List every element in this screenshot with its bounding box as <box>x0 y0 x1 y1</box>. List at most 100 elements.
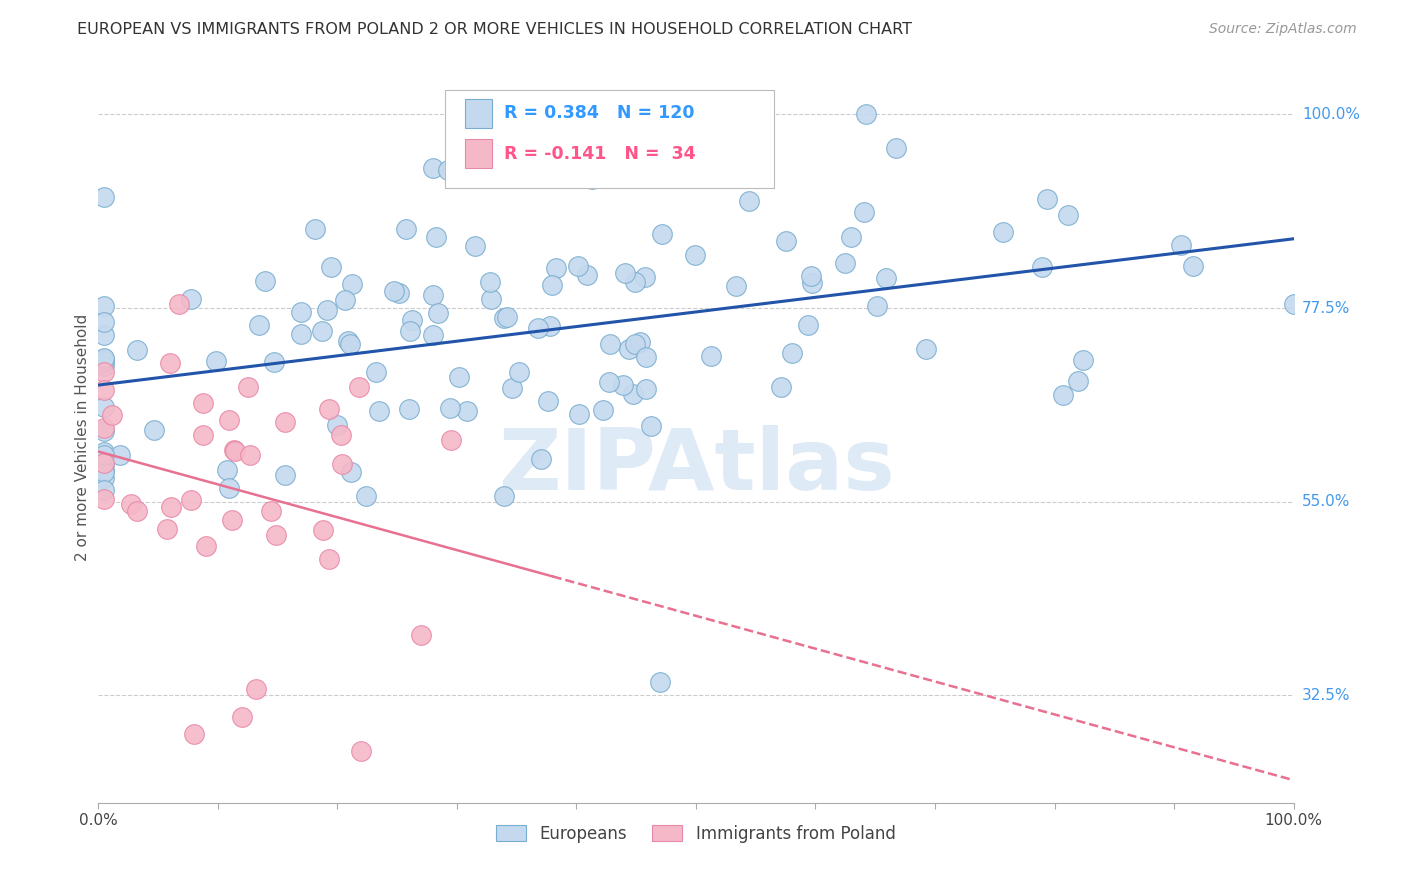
Point <box>636 351 658 365</box>
Point <box>366 365 388 379</box>
Point <box>398 325 420 339</box>
Text: R = 0.384   N = 120: R = 0.384 N = 120 <box>503 104 695 122</box>
Point <box>628 334 651 349</box>
Point <box>724 279 747 293</box>
Point <box>700 349 723 363</box>
Point <box>93 354 115 368</box>
Point <box>546 260 568 275</box>
Point <box>304 222 326 236</box>
Point <box>527 321 550 335</box>
Point <box>333 293 356 307</box>
Point <box>884 141 907 155</box>
Point <box>612 378 634 392</box>
Point <box>319 260 342 275</box>
Point <box>409 628 432 642</box>
Point <box>93 463 115 477</box>
Text: ZIPAtlas: ZIPAtlas <box>498 425 894 508</box>
Point <box>530 452 553 467</box>
Point <box>621 386 644 401</box>
Point <box>93 448 115 462</box>
Point <box>339 336 361 351</box>
Point <box>354 489 377 503</box>
Point <box>800 268 823 283</box>
Point <box>194 539 217 553</box>
Point <box>853 204 876 219</box>
Point <box>422 328 444 343</box>
Point <box>425 230 447 244</box>
Point <box>231 710 253 724</box>
Point <box>318 552 340 566</box>
Point <box>388 285 411 300</box>
Point <box>315 303 337 318</box>
Point <box>683 247 706 261</box>
Point <box>496 310 519 325</box>
Point <box>456 403 478 417</box>
Point <box>93 471 115 485</box>
Point <box>636 382 658 396</box>
Point <box>93 445 115 459</box>
Point <box>93 421 115 435</box>
Y-axis label: 2 or more Vehicles in Household: 2 or more Vehicles in Household <box>75 313 90 561</box>
FancyBboxPatch shape <box>465 99 492 128</box>
Point <box>1052 388 1074 402</box>
Point <box>318 401 340 416</box>
Point <box>651 227 673 241</box>
Point <box>311 324 333 338</box>
Point <box>440 433 463 447</box>
Point <box>93 492 115 507</box>
Point <box>797 318 820 332</box>
Point <box>93 466 115 480</box>
Point <box>274 468 297 483</box>
Point <box>991 225 1014 239</box>
Point <box>93 315 115 329</box>
Point <box>479 275 502 289</box>
Point <box>619 342 641 356</box>
Point <box>221 513 243 527</box>
Point <box>592 403 614 417</box>
Point <box>290 326 312 341</box>
Text: EUROPEAN VS IMMIGRANTS FROM POLAND 2 OR MORE VEHICLES IN HOUSEHOLD CORRELATION C: EUROPEAN VS IMMIGRANTS FROM POLAND 2 OR … <box>77 22 912 37</box>
Point <box>93 328 115 343</box>
Point <box>834 255 856 269</box>
Point <box>1071 353 1094 368</box>
Point <box>180 493 202 508</box>
Point <box>160 500 183 514</box>
Point <box>108 449 131 463</box>
Point <box>142 423 165 437</box>
Point <box>915 342 938 356</box>
Point <box>613 267 636 281</box>
Point <box>215 463 238 477</box>
Point <box>218 482 240 496</box>
Text: 77.5%: 77.5% <box>1302 301 1350 316</box>
Point <box>1181 260 1204 274</box>
Point <box>218 412 240 426</box>
Point <box>330 428 353 442</box>
Point <box>183 727 205 741</box>
Point <box>640 419 662 434</box>
Point <box>156 522 179 536</box>
Point <box>93 352 115 367</box>
Point <box>245 682 267 697</box>
Point <box>326 417 349 432</box>
Point <box>568 407 591 421</box>
Point <box>191 428 214 442</box>
Point <box>1035 192 1057 206</box>
FancyBboxPatch shape <box>446 90 773 188</box>
Point <box>426 306 449 320</box>
Point <box>855 107 877 121</box>
Point <box>260 504 283 518</box>
Point <box>839 230 862 244</box>
Point <box>398 401 420 416</box>
Point <box>780 346 803 360</box>
Legend: Europeans, Immigrants from Poland: Europeans, Immigrants from Poland <box>489 818 903 849</box>
Point <box>274 415 297 429</box>
Point <box>93 351 115 365</box>
Point <box>159 356 181 370</box>
Point <box>93 365 115 379</box>
Point <box>1170 238 1192 252</box>
Point <box>93 424 115 438</box>
Point <box>537 394 560 409</box>
Point <box>239 449 262 463</box>
Point <box>224 444 246 458</box>
Text: 55.0%: 55.0% <box>1302 494 1350 509</box>
